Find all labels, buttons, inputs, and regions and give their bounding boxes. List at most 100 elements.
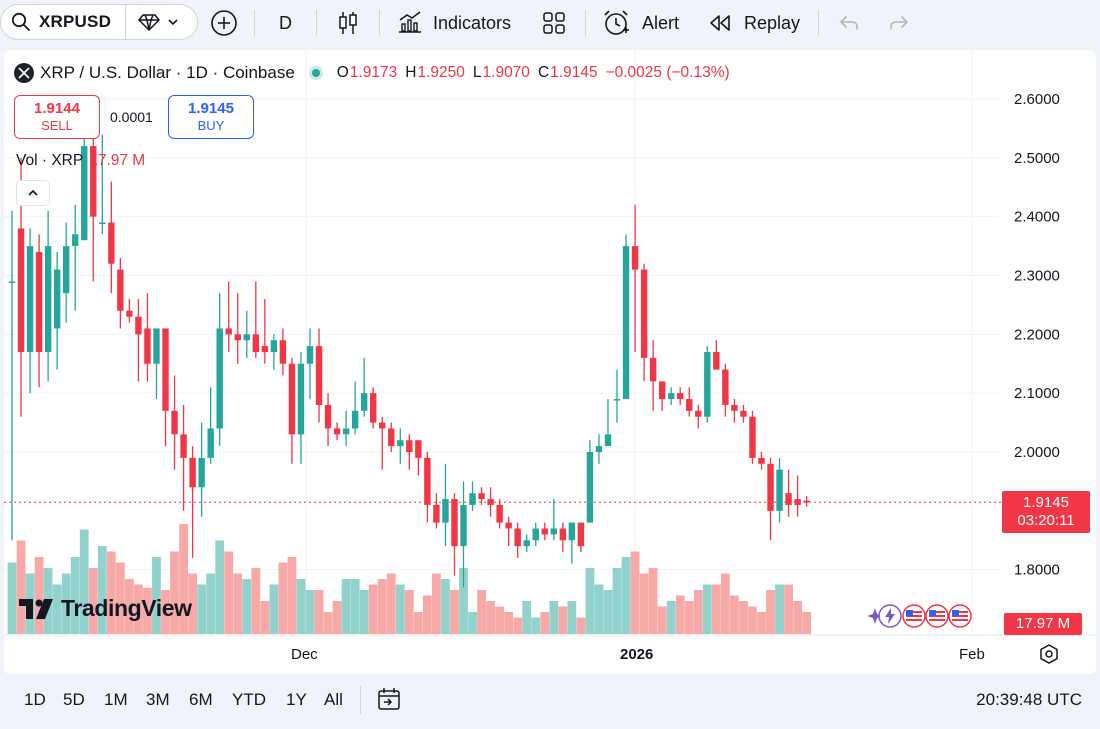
candle-body [180,434,187,458]
candle-body [595,446,603,452]
buy-button[interactable]: 1.9145 BUY [168,95,254,139]
volume-bar [486,601,495,634]
candle-body [108,222,115,264]
legend-high-value: 1.9250 [417,64,465,81]
candle-body [342,428,350,435]
legend-low-value: 1.9070 [482,64,530,81]
volume-bar [693,590,703,634]
volume-bar [341,579,351,634]
symbol-name: XRPUSD [39,12,112,31]
candle-body [144,328,151,364]
candle-body [649,357,657,382]
candle-body [26,246,34,352]
volume-bar [504,612,514,634]
toolbar-separator [379,10,380,36]
volume-bar [61,573,71,634]
settings-hexagon-icon[interactable] [1038,643,1060,665]
range-ytd[interactable]: YTD [232,690,266,709]
go-to-date-icon[interactable] [376,686,402,712]
candle-body [758,457,765,464]
layouts-button[interactable] [542,8,566,38]
volume-bar [278,562,288,634]
legend-open-key: O [336,64,349,81]
compare-button[interactable] [210,8,238,38]
chart-panel[interactable]: 2.6000 2.5000 2.4000 2.3000 2.2000 2.1000 2.00… [4,50,1096,674]
candle-body [216,328,223,429]
range-1m[interactable]: 1M [104,690,128,709]
volume-bar [648,568,658,634]
range-1d[interactable]: 1D [24,690,46,709]
candle-body [62,246,70,294]
volume-bar [567,601,577,634]
candle-body [586,452,594,523]
sell-button[interactable]: 1.9144 SELL [14,95,100,139]
sell-price: 1.9144 [34,100,80,117]
volume-bar [206,573,216,634]
candle-body [433,504,440,523]
candle-body [496,504,503,523]
candle-body [550,528,557,535]
candle-body [487,499,494,505]
volume-bar [70,557,80,634]
volume-bar [16,540,26,634]
chart-type-button[interactable] [336,8,360,38]
volume-bar [215,540,225,634]
candle-body [153,328,160,364]
candle-body [686,399,693,411]
rewind-icon [710,15,730,31]
volume-bar [558,606,568,634]
volume-bar [666,601,676,634]
candle-body [388,428,395,447]
range-all[interactable]: All [324,690,343,709]
indicators-label: Indicators [433,12,512,33]
x-axis-label-2026: 2026 [620,646,654,663]
symbol-search[interactable]: XRPUSD [1,5,111,39]
volume-bar [260,601,270,634]
replay-button[interactable]: Replay [708,8,800,38]
volume-bar [134,584,143,634]
alert-button[interactable]: Alert [602,8,679,38]
tradingview-logo-icon [19,598,53,619]
candle-body [171,410,178,435]
volume-bar [441,579,450,634]
volume-bar [675,595,685,634]
volume-bar [585,568,595,634]
candle-body [234,334,241,341]
last-price-label: 1.9145 03:20:11 [1002,491,1090,533]
candle-body [44,246,52,352]
utc-clock: 20:39:48 UTC [976,690,1082,709]
indicators-button[interactable]: Indicators [397,8,511,38]
candle-body [415,440,422,458]
candle-body [731,404,738,411]
candle-body [243,334,250,341]
toolbar-separator [254,10,255,36]
volume-bar [450,590,459,634]
grid-icon [543,12,565,34]
interval-button[interactable]: D [279,12,292,33]
candle-body [523,540,530,547]
events-row[interactable] [866,604,972,628]
candle-body [622,246,630,400]
volume-bar [7,562,17,634]
volume-bar [386,573,396,634]
range-6m[interactable]: 6M [189,690,213,709]
volume-bar [612,568,622,634]
plus-circle-icon [211,10,237,36]
range-5d[interactable]: 5D [63,690,85,709]
undo-button[interactable] [838,8,860,38]
candle-body [722,369,729,405]
candle-body [360,393,368,411]
x-axis-label-dec: Dec [291,646,318,663]
candle-body [532,528,539,541]
collapse-legend-button[interactable] [16,180,50,206]
exchange-selector[interactable] [126,13,180,31]
candle-body [252,334,260,352]
price-axis-label: 2.6000 [1014,91,1060,108]
range-3m[interactable]: 3M [146,690,170,709]
candle-body [658,381,666,400]
redo-button[interactable] [888,8,910,38]
volume-bar [287,557,297,634]
candlestick-chart[interactable]: 2.6000 2.5000 2.4000 2.3000 2.2000 2.1000 2.00… [4,50,1096,674]
range-1y[interactable]: 1Y [286,690,307,709]
candle-body [406,440,413,452]
